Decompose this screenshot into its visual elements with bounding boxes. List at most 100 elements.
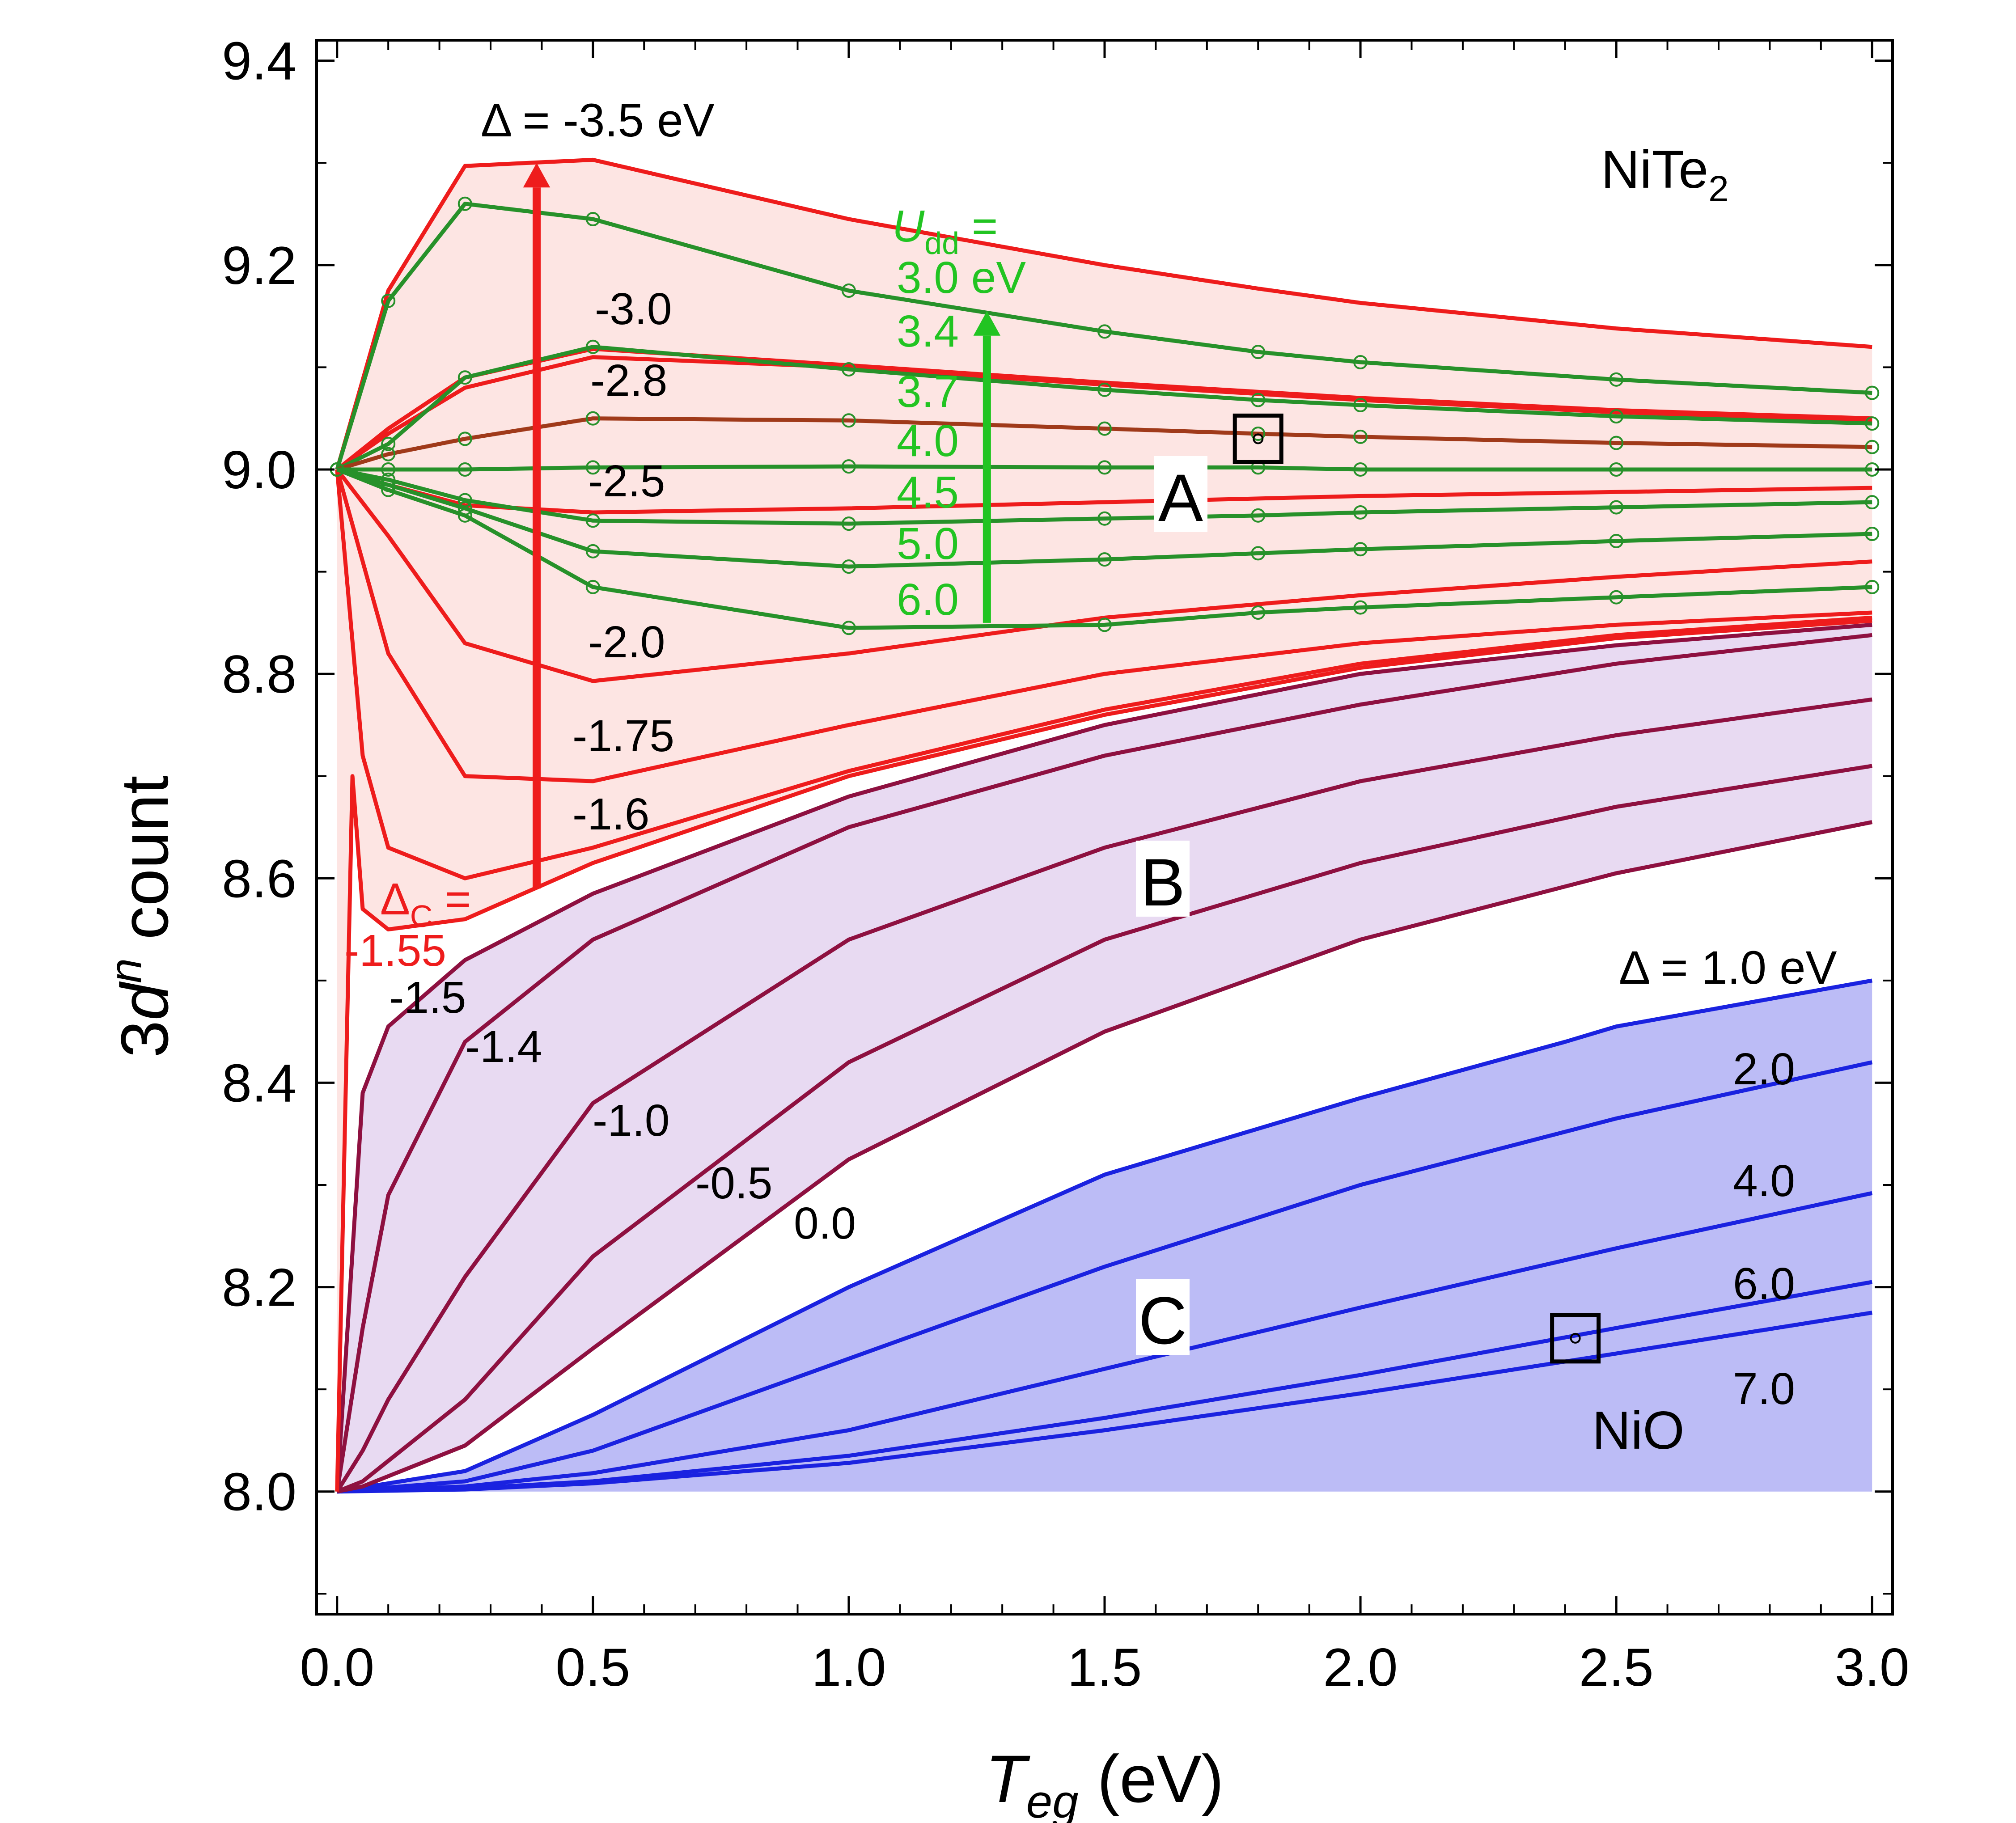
green-point: [1251, 605, 1266, 620]
green-series-label: 5.0: [897, 519, 959, 569]
red-series--1.6: [335, 469, 1872, 880]
green-point: [585, 460, 600, 475]
green-point: [1251, 508, 1266, 523]
x-tick-label: 2.0: [1323, 1637, 1398, 1697]
green-series-3.7: [336, 416, 1872, 472]
red-series--3.5: [335, 157, 1872, 470]
delta-c-label: ΔC =: [380, 874, 471, 934]
region-a-label-bg: [1154, 456, 1207, 532]
red-series--2.8: [336, 355, 1872, 471]
green-point: [1251, 546, 1266, 561]
maroon-series--1.4: [335, 633, 1872, 1492]
green-point: [585, 544, 600, 558]
green-point: [841, 559, 856, 574]
green-point: [1865, 385, 1880, 400]
green-point: [1097, 421, 1112, 436]
green-point: [585, 411, 600, 426]
blue-series-1.0: [337, 978, 1872, 1494]
green-point: [1865, 527, 1880, 541]
red-series-label: -2.0: [588, 617, 665, 667]
green-point: [1353, 462, 1368, 477]
green-point: [1251, 393, 1266, 407]
x-tick-label: 3.0: [1835, 1637, 1910, 1697]
green-point: [1865, 579, 1880, 594]
green-point: [1097, 324, 1112, 339]
green-point: [1353, 398, 1368, 412]
maroon-series-label: -1.5: [389, 973, 466, 1023]
green-point: [1609, 462, 1624, 477]
y-tick-label: 8.4: [222, 1053, 296, 1113]
delta-blue-label: Δ = 1.0 eV: [1619, 942, 1837, 994]
red-series--2.0: [335, 468, 1872, 683]
series-lines: [335, 157, 1873, 1494]
maroon-series-label: -1.0: [593, 1095, 669, 1146]
green-series-6.0: [336, 467, 1872, 630]
blue-series-label: 4.0: [1733, 1156, 1795, 1206]
red-series-label: -2.5: [588, 456, 665, 506]
green-series-4.0: [337, 464, 1872, 472]
blue-series-4.0: [337, 1191, 1873, 1494]
region-b-fill: [337, 625, 1872, 1492]
green-series-3.4: [336, 345, 1872, 472]
green-point: [1097, 511, 1112, 526]
green-point: [841, 413, 856, 428]
maroon-series--1.0: [335, 697, 1872, 1493]
green-point: [381, 478, 396, 492]
data-points: [330, 196, 1880, 635]
red-series-label: -1.6: [572, 789, 649, 839]
region-c-fill: [317, 980, 1872, 1492]
green-point: [841, 621, 856, 635]
green-point: [1251, 345, 1266, 360]
green-series-4.5: [336, 467, 1872, 526]
arrows: [523, 163, 1001, 889]
green-series-label: 4.0: [897, 416, 959, 466]
green-point: [1353, 600, 1368, 615]
green-point: [1865, 440, 1880, 454]
NiO-point-box: [1550, 1313, 1601, 1364]
green-point: [1865, 416, 1880, 431]
x-tick-label: 1.5: [1067, 1637, 1142, 1697]
green-series-3.0: [335, 202, 1872, 470]
blue-series-label: 6.0: [1733, 1259, 1795, 1309]
delta-c-value: -1.55: [344, 926, 446, 976]
y-tick-label: 8.2: [222, 1258, 296, 1318]
axis-ticks: [317, 40, 1893, 1614]
green-series-5.0: [336, 467, 1872, 569]
green-point: [381, 436, 396, 451]
green-point: [457, 493, 472, 508]
x-tick-label: 1.0: [812, 1637, 886, 1697]
green-point: [381, 482, 396, 497]
red-series-label: -1.75: [572, 711, 674, 761]
y-tick-label: 9.0: [222, 440, 296, 500]
green-point: [1609, 500, 1624, 515]
compound-label: NiTe2: [1601, 140, 1729, 209]
green-point: [1353, 542, 1368, 557]
green-point: [381, 447, 396, 461]
maroon-series-label: -1.4: [465, 1022, 542, 1072]
green-series-label: 4.5: [897, 467, 959, 517]
y-tick-label: 8.6: [222, 849, 296, 909]
green-point: [457, 431, 472, 446]
green-point: [457, 462, 472, 477]
green-point: [1609, 372, 1624, 387]
green-point: [585, 339, 600, 354]
delta-top-label: Δ = -3.5 eV: [481, 94, 715, 147]
x-tick-label: 0.0: [300, 1637, 374, 1697]
y-axis-label: 3dn count: [101, 775, 182, 1057]
green-point: [1097, 460, 1112, 475]
green-point: [1609, 590, 1624, 605]
green-point: [1097, 552, 1112, 567]
green-point: [585, 212, 600, 226]
x-tick-label: 0.5: [555, 1637, 630, 1697]
NiO-point-dot: [1570, 1332, 1581, 1344]
green-point: [1609, 534, 1624, 548]
green-point: [1097, 382, 1112, 397]
green-point: [841, 283, 856, 298]
region-c-label-bg: [1136, 1279, 1190, 1355]
red-series--1.55: [335, 618, 1872, 1492]
x-axis-label: Teg (eV): [985, 1741, 1224, 1823]
series-labels: -3.0 -2.8 -2.5 -2.0 -1.75 -1.6 -1.5-1.4 -1.0 -0.…: [389, 284, 1795, 1414]
green-point: [381, 462, 396, 477]
y-tick-label: 8.8: [222, 644, 296, 704]
